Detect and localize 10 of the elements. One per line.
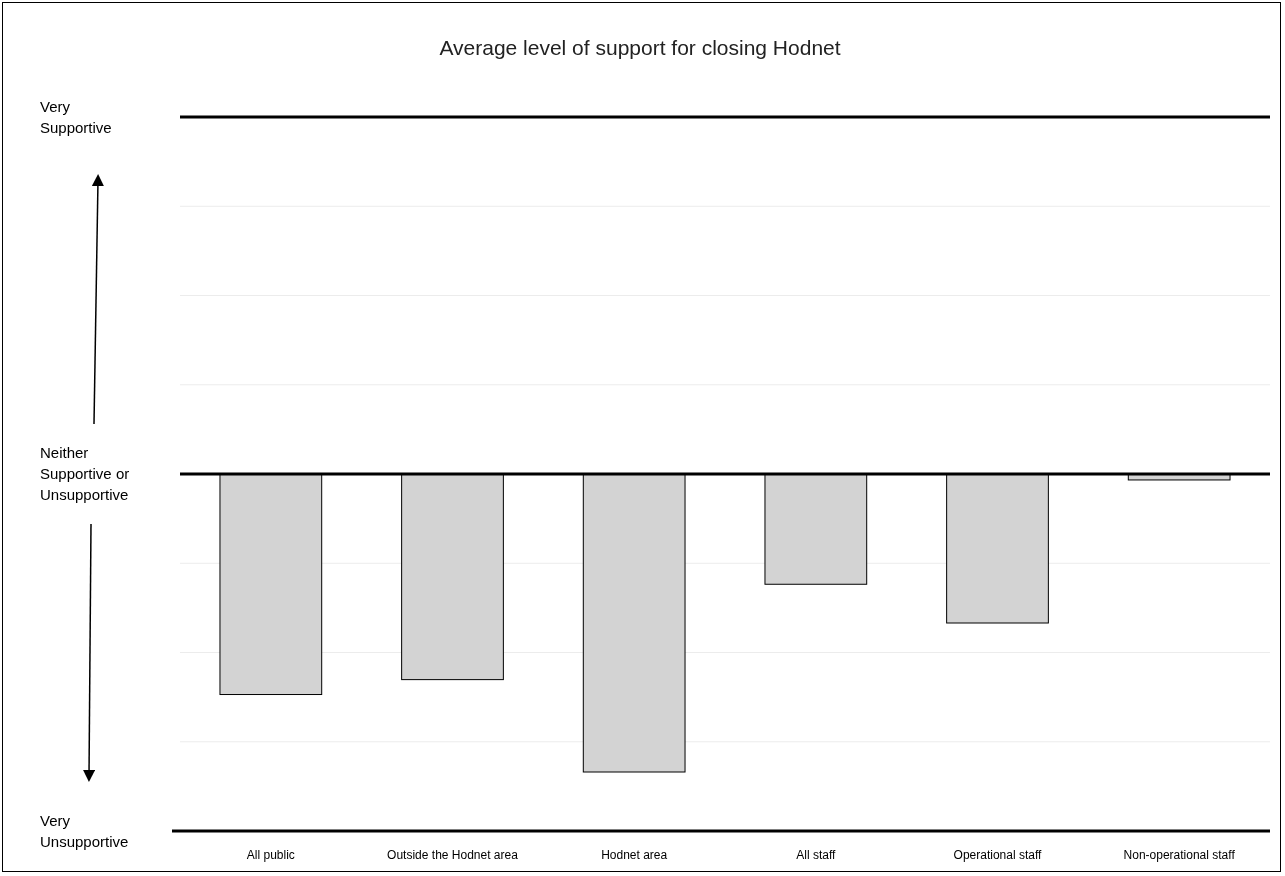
x-tick-label: Outside the Hodnet area [387, 848, 519, 862]
text: Very Unsupportive [40, 811, 129, 850]
x-tick-label: All public [246, 848, 295, 862]
x-tick-label: Non-operational staff [1123, 848, 1236, 862]
text: Neither Supportive or Unsupportive [40, 444, 130, 503]
text: Very Supportive [40, 97, 112, 136]
x-tick-label: All staff [796, 848, 837, 862]
x-tick-label: Hodnet area [601, 848, 668, 862]
x-tick-label: Operational staff [953, 848, 1043, 862]
chart-title: Average level of support for closing Hodnet [439, 36, 841, 59]
